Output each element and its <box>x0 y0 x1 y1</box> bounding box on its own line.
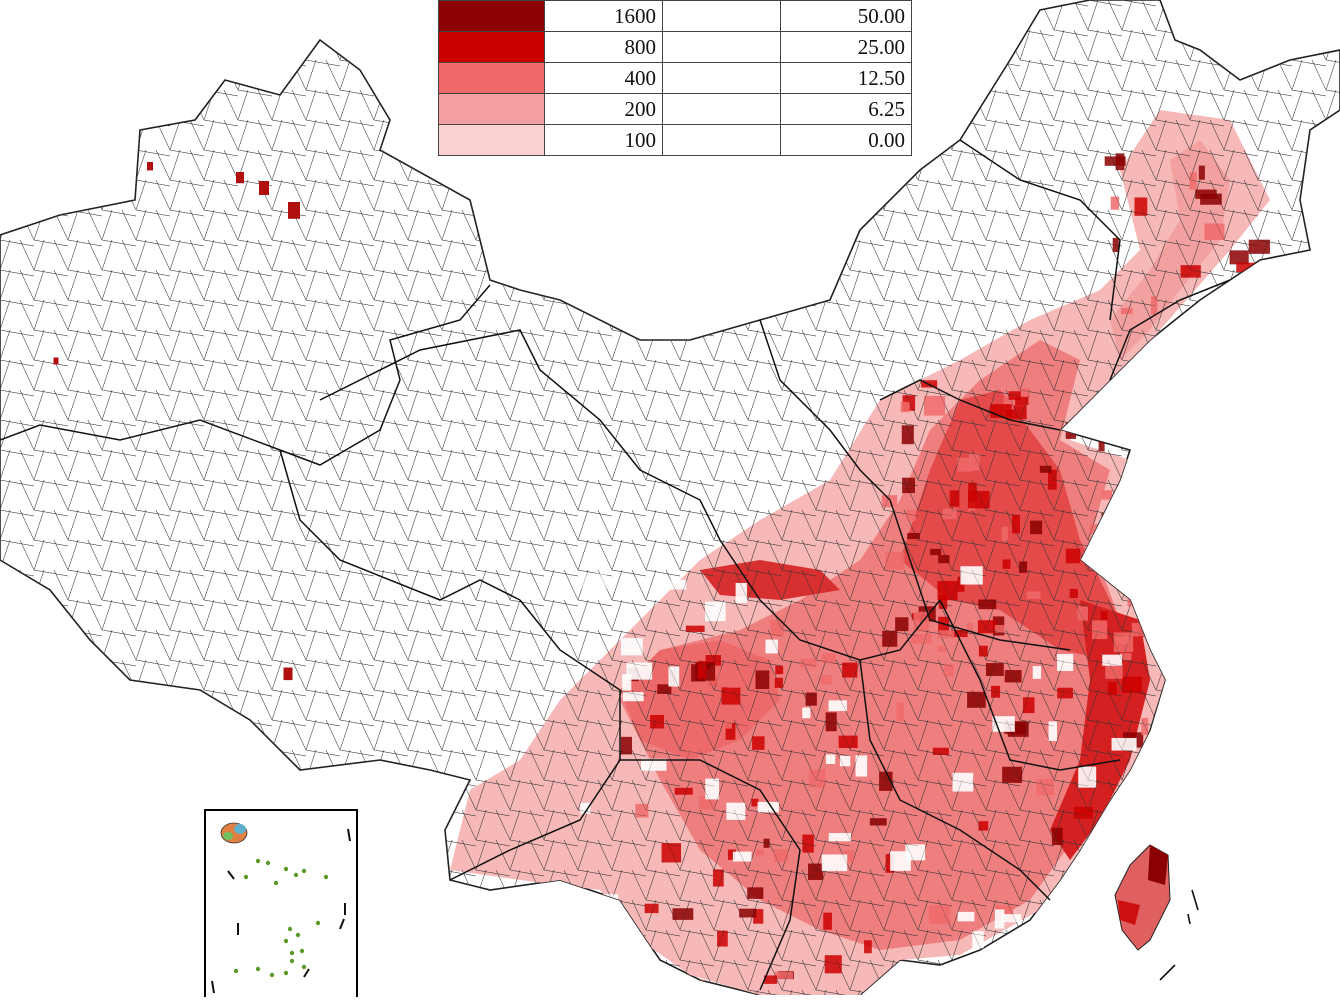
hotspot-county <box>1127 526 1148 541</box>
hainan-island-icon <box>220 822 248 844</box>
island-dot <box>269 972 275 978</box>
legend-row: 200 6.25 <box>438 93 912 125</box>
island-dot <box>293 872 299 878</box>
legend-row: 1600 50.00 <box>438 0 912 32</box>
island-dot <box>299 948 305 954</box>
legend-spacer <box>662 93 781 125</box>
legend-value-b: 12.50 <box>780 62 912 94</box>
hotspot-county <box>697 979 705 995</box>
legend-value-a: 1600 <box>544 0 663 32</box>
west-hotspot <box>259 181 269 195</box>
south-china-sea-inset <box>204 809 358 997</box>
island-dot <box>315 920 321 926</box>
hotspot-county <box>1149 625 1156 635</box>
island-dot <box>283 938 289 944</box>
hotspot-county <box>978 963 988 981</box>
hotspot-county <box>1211 305 1221 315</box>
island-dot <box>243 874 249 880</box>
hotspot-county <box>1118 483 1132 497</box>
nine-dash-line <box>211 828 351 994</box>
taiwan-island <box>1114 844 1171 951</box>
west-hotspot <box>288 202 300 219</box>
hotspot-county <box>1062 896 1080 911</box>
legend-value-b: 25.00 <box>780 31 912 63</box>
west-hotspot <box>236 172 244 184</box>
legend-spacer <box>662 31 781 63</box>
hotspot-county <box>1230 322 1243 340</box>
legend-value-b: 50.00 <box>780 0 912 32</box>
legend-row: 100 0.00 <box>438 124 912 156</box>
island-dot <box>283 866 289 872</box>
island-dot <box>301 964 307 970</box>
island-dot <box>301 868 307 874</box>
legend-value-a: 800 <box>544 31 663 63</box>
hotspot-county <box>1221 305 1243 325</box>
legend-row: 400 12.50 <box>438 62 912 94</box>
hotspot-county <box>1044 902 1064 919</box>
island-dot <box>265 860 271 866</box>
legend-swatch <box>438 62 545 94</box>
province-boundaries <box>0 139 1231 991</box>
legend-table: 1600 50.00 800 25.00 400 12.50 200 6.25 100 0.00 <box>438 0 912 156</box>
hotspot-county <box>1235 318 1244 331</box>
legend-spacer <box>662 62 781 94</box>
hotspot-county <box>1176 357 1183 370</box>
legend-swatch <box>438 31 545 63</box>
legend-swatch <box>438 124 545 156</box>
legend-swatch <box>438 0 545 32</box>
hotspot-county <box>971 960 980 970</box>
legend-value-b: 0.00 <box>780 124 912 156</box>
hotspot-county <box>1103 561 1111 571</box>
hotspot-county <box>1037 986 1046 995</box>
hotspot-county <box>961 967 969 983</box>
inset-map <box>211 822 351 994</box>
island-dot <box>295 932 301 938</box>
legend-spacer <box>662 124 781 156</box>
island-dot <box>289 958 295 964</box>
hotspot-county <box>1097 825 1112 842</box>
west-hotspot <box>283 667 293 681</box>
hotspot-county <box>1101 513 1116 529</box>
hotspot-county <box>1092 868 1104 885</box>
island-dot <box>255 858 261 864</box>
map-legend: 1600 50.00 800 25.00 400 12.50 200 6.25 100 0.00 <box>438 0 912 156</box>
island-dot <box>323 874 329 880</box>
island-dot <box>255 966 261 972</box>
hotspot-county <box>1227 336 1247 354</box>
legend-spacer <box>662 0 781 32</box>
scattered-islands <box>233 858 329 978</box>
west-hotspots <box>53 162 300 681</box>
island-dot <box>233 968 239 974</box>
legend-value-a: 200 <box>544 93 663 125</box>
island-dot <box>289 950 295 956</box>
island-dot <box>273 880 279 886</box>
island-dot <box>283 970 289 976</box>
legend-value-b: 6.25 <box>780 93 912 125</box>
hotspot-county <box>1108 554 1131 570</box>
legend-swatch <box>438 93 545 125</box>
hotspot-county <box>1101 530 1111 546</box>
island-dot <box>287 926 293 932</box>
offshore-marks <box>1159 889 1199 981</box>
legend-row: 800 25.00 <box>438 31 912 63</box>
west-hotspot <box>147 162 153 171</box>
legend-value-a: 400 <box>544 62 663 94</box>
hotspot-county <box>1088 871 1106 891</box>
west-hotspot <box>53 357 59 365</box>
legend-value-a: 100 <box>544 124 663 156</box>
hotspot-county <box>1111 523 1131 537</box>
